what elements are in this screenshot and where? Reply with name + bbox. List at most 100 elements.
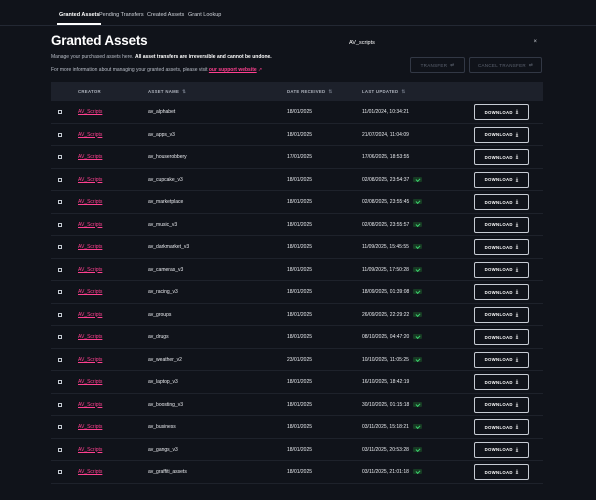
download-label: DOWNLOAD (484, 289, 513, 295)
tab-granted-assets[interactable]: Granted Assets (56, 12, 102, 25)
creator-link[interactable]: AV_Scripts (78, 154, 103, 160)
updated-check-icon (413, 311, 423, 317)
row-checkbox[interactable] (58, 110, 62, 114)
row-checkbox[interactable] (58, 267, 62, 272)
last-updated: 17/06/2025, 18:53:55 (362, 154, 409, 160)
creator-link[interactable]: AV_Scripts (78, 266, 103, 273)
download-icon: ⤓ (515, 176, 519, 183)
creator-link[interactable]: AV_Scripts (78, 446, 103, 453)
creator-link[interactable]: AV_Scripts (78, 356, 103, 363)
download-icon: ⤓ (515, 266, 519, 273)
last-updated-value: 11/09/2025, 15:45:55 (362, 244, 409, 250)
row-checkbox[interactable] (58, 470, 62, 474)
row-checkbox[interactable] (58, 447, 62, 452)
table-row: AV_Scripts av_groups 18/01/2025 26/09/2025,… (51, 304, 543, 326)
download-button[interactable]: DOWNLOAD ⤓ (474, 104, 529, 120)
download-button[interactable]: DOWNLOAD ⤓ (474, 306, 529, 323)
transfer-button[interactable]: TRANSFER ⇄ (410, 57, 465, 73)
table-row: AV_Scripts av_weather_v2 23/01/2025 10/10/2… (51, 349, 543, 371)
download-button[interactable]: DOWNLOAD ⤓ (474, 464, 529, 480)
clear-icon[interactable]: × (533, 39, 537, 45)
row-checkbox[interactable] (58, 312, 62, 317)
download-icon: ⤓ (515, 109, 519, 115)
download-button[interactable]: DOWNLOAD ⤓ (474, 171, 529, 188)
download-label: DOWNLOAD (484, 199, 513, 205)
download-button[interactable]: DOWNLOAD ⤓ (474, 261, 529, 278)
date-received: 18/01/2025 (287, 401, 313, 408)
download-label: DOWNLOAD (484, 177, 513, 182)
download-button[interactable]: DOWNLOAD ⤓ (474, 126, 529, 143)
table-row: AV_Scripts av_laptop_v3 18/01/2025 16/10/20… (51, 371, 543, 394)
creator-link[interactable]: AV_Scripts (78, 334, 103, 340)
download-button[interactable]: DOWNLOAD ⤓ (474, 194, 529, 210)
row-checkbox[interactable] (58, 357, 62, 362)
creator-link[interactable]: AV_Scripts (78, 176, 103, 183)
row-checkbox[interactable] (58, 200, 62, 204)
download-button[interactable]: DOWNLOAD ⤓ (474, 441, 529, 458)
creator-link[interactable]: AV_Scripts (78, 379, 103, 385)
download-button[interactable]: DOWNLOAD ⤓ (474, 374, 529, 390)
creator-link[interactable]: AV_Scripts (78, 131, 103, 138)
last-updated: 02/08/2025, 23:55:57 (362, 222, 423, 228)
download-label: DOWNLOAD (484, 312, 513, 317)
tab-pending-transfers[interactable]: Pending Transfers (99, 12, 144, 18)
column-last-updated[interactable]: LAST UPDATED ⇅ (362, 89, 405, 95)
download-icon: ⤓ (515, 311, 519, 318)
download-label: DOWNLOAD (484, 379, 513, 385)
column-asset-name[interactable]: ASSET NAME ⇅ (148, 89, 186, 95)
creator-link[interactable]: AV_Scripts (78, 109, 103, 115)
tab-grant-lookup[interactable]: Grant Lookup (188, 12, 222, 18)
table-row: AV_Scripts av_gangs_v3 18/01/2025 03/11/202… (51, 439, 543, 461)
table-row: AV_Scripts av_cupcake_v3 18/01/2025 02/08/2… (51, 169, 543, 191)
creator-link[interactable]: AV_Scripts (78, 244, 103, 250)
download-button[interactable]: DOWNLOAD ⤓ (474, 329, 529, 345)
row-checkbox[interactable] (58, 290, 62, 294)
row-checkbox[interactable] (58, 155, 62, 159)
table-row: AV_Scripts av_racing_v3 18/01/2025 18/09/20… (51, 281, 543, 304)
download-button[interactable]: DOWNLOAD ⤓ (474, 216, 529, 233)
download-icon: ⤓ (515, 401, 519, 408)
date-received: 18/01/2025 (287, 379, 313, 385)
tab-created-assets[interactable]: Created Assets (147, 12, 185, 18)
download-button[interactable]: DOWNLOAD ⤓ (474, 239, 529, 255)
table-row: AV_Scripts av_drugs 18/01/2025 08/10/2025, … (51, 326, 543, 349)
last-updated-value: 03/11/2025, 20:53:28 (362, 446, 409, 453)
last-updated-value: 21/07/2024, 11:04:09 (362, 131, 409, 138)
last-updated: 10/10/2025, 11:05:25 (362, 357, 422, 363)
support-website-link[interactable]: our support website (208, 67, 257, 73)
row-checkbox[interactable] (58, 245, 62, 249)
row-checkbox[interactable] (58, 402, 62, 407)
creator-link[interactable]: AV_Scripts (78, 311, 103, 318)
creator-link[interactable]: AV_Scripts (78, 289, 103, 295)
date-received: 18/01/2025 (287, 199, 313, 205)
download-button[interactable]: DOWNLOAD ⤓ (474, 351, 529, 368)
cancel-transfer-button[interactable]: CANCEL TRANSFER ⇄ (469, 57, 542, 73)
download-button[interactable]: DOWNLOAD ⤓ (474, 149, 529, 165)
download-button[interactable]: DOWNLOAD ⤓ (474, 284, 529, 300)
row-checkbox[interactable] (58, 425, 62, 429)
updated-check-icon (413, 334, 423, 340)
row-checkbox[interactable] (58, 222, 62, 227)
creator-link[interactable]: AV_Scripts (78, 469, 103, 475)
row-checkbox[interactable] (58, 177, 62, 182)
row-checkbox[interactable] (58, 335, 62, 339)
creator-link[interactable]: AV_Scripts (78, 424, 103, 430)
search-value[interactable]: AV_scripts (349, 40, 375, 46)
creator-link[interactable]: AV_Scripts (78, 199, 103, 205)
download-button[interactable]: DOWNLOAD ⤓ (474, 396, 529, 413)
creator-link[interactable]: AV_Scripts (78, 401, 103, 408)
download-button[interactable]: DOWNLOAD ⤓ (474, 419, 529, 435)
asset-name: av_darkmarket_v3 (148, 244, 190, 250)
last-updated: 02/08/2025, 23:55:45 (362, 199, 423, 205)
asset-name: av_drugs (148, 334, 169, 340)
creator-link[interactable]: AV_Scripts (78, 221, 103, 228)
search-input[interactable]: AV_scripts × (346, 36, 543, 51)
row-checkbox[interactable] (58, 132, 62, 137)
row-checkbox[interactable] (58, 380, 62, 384)
column-date-received[interactable]: DATE RECEIVED ⇅ (287, 89, 332, 95)
download-label: DOWNLOAD (484, 402, 513, 407)
table-row: AV_Scripts av_alphabet 18/01/2025 11/01/202… (51, 101, 543, 124)
last-updated: 02/08/2025, 23:54:37 (362, 177, 423, 183)
download-label: DOWNLOAD (484, 244, 513, 250)
download-icon: ⤓ (515, 334, 519, 340)
